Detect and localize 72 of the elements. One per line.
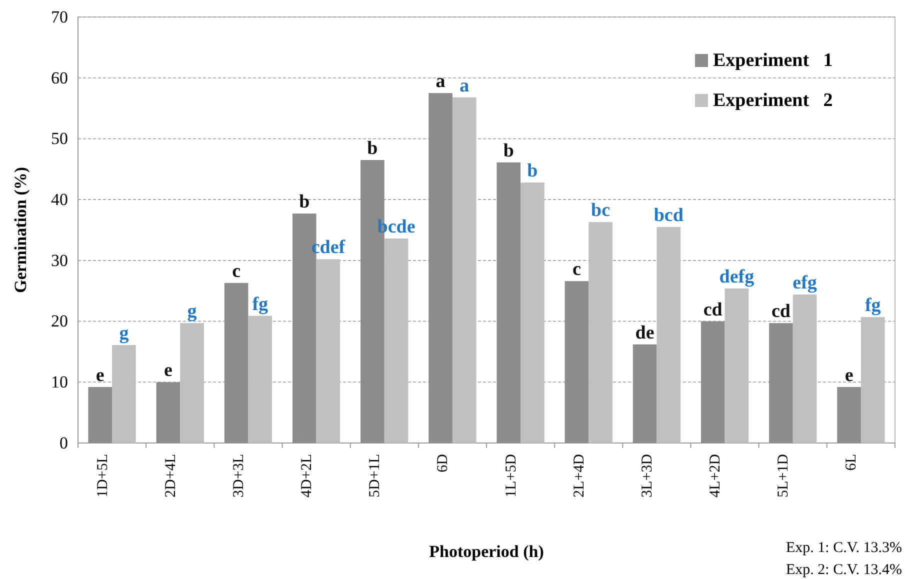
data-label: de: [635, 322, 654, 344]
x-tick-label: 3D+3L: [230, 454, 247, 498]
data-label: bcd: [654, 204, 684, 226]
x-tick-label: 4L+2D: [708, 454, 724, 498]
bar: [837, 387, 861, 443]
data-label: a: [460, 75, 470, 96]
data-label: cd: [703, 299, 723, 320]
data-label: b: [503, 140, 514, 162]
bar: [700, 321, 725, 443]
legend-label: Experiment 1: [713, 50, 833, 71]
bar: [452, 97, 476, 443]
bar: [656, 226, 681, 443]
y-tick-label: 70: [51, 7, 68, 26]
data-label: b: [527, 160, 538, 182]
data-label: e: [164, 360, 172, 382]
bar: [112, 345, 136, 443]
x-tick-label: 5D+1L: [367, 454, 384, 498]
data-label: cdef: [311, 237, 346, 258]
bar: [248, 316, 272, 443]
y-tick-label: 30: [51, 250, 68, 270]
data-label: cd: [771, 301, 791, 322]
x-tick-label: 5L+1D: [776, 454, 792, 498]
y-tick-label: 20: [51, 312, 68, 331]
bar: [496, 162, 521, 443]
data-label: defg: [719, 266, 755, 288]
x-tick-label: 3L+3D: [639, 454, 656, 498]
bar: [156, 382, 180, 443]
data-label: g: [187, 301, 198, 322]
data-label: c: [232, 260, 241, 282]
data-label: b: [367, 138, 378, 160]
bar: [180, 323, 204, 443]
data-label: a: [436, 71, 446, 92]
data-label: efg: [792, 272, 818, 294]
text: Exp. 1: C.V. 13.3%: [786, 540, 902, 556]
y-tick-label: 50: [51, 129, 68, 148]
y-tick-label: 0: [60, 433, 68, 452]
data-label: fg: [252, 294, 269, 315]
legend-label: Experiment 2: [713, 90, 833, 111]
data-label: bc: [591, 200, 610, 222]
x-tick-label: 1D+5L: [94, 454, 111, 498]
bar: [792, 294, 817, 443]
x-axis-title: Photoperiod (h): [429, 542, 544, 561]
bar: [316, 259, 340, 443]
text: Exp. 2: C.V. 13.4%: [786, 562, 902, 578]
bar: [769, 323, 793, 443]
bar: [224, 282, 248, 443]
y-tick-label: 60: [51, 68, 68, 88]
data-label: e: [96, 365, 104, 386]
bar: [588, 222, 612, 443]
y-axis-title: Germination (%): [11, 166, 30, 294]
bar: [632, 344, 657, 443]
bar: [860, 317, 885, 443]
x-tick-label: 2D+4L: [162, 454, 179, 498]
data-label: b: [299, 192, 310, 213]
x-tick-label: 6D: [435, 454, 452, 472]
y-tick-label: 40: [51, 190, 68, 210]
x-tick-label: 2L+4D: [571, 454, 588, 498]
data-label: g: [119, 323, 130, 344]
bar: [724, 288, 749, 443]
data-label: c: [572, 259, 581, 280]
y-tick-label: 10: [51, 372, 68, 392]
x-tick-label: 6L: [844, 454, 860, 471]
x-tick-label: 4D+2L: [299, 454, 316, 498]
bar: [520, 182, 544, 443]
data-label: e: [844, 365, 854, 386]
bar: [428, 93, 452, 443]
bar: [88, 387, 112, 443]
x-tick-label: 1L+5D: [503, 454, 520, 498]
data-label: fg: [864, 295, 882, 316]
bar: [384, 238, 408, 443]
data-label: bcde: [377, 216, 416, 238]
bar: [564, 281, 589, 443]
